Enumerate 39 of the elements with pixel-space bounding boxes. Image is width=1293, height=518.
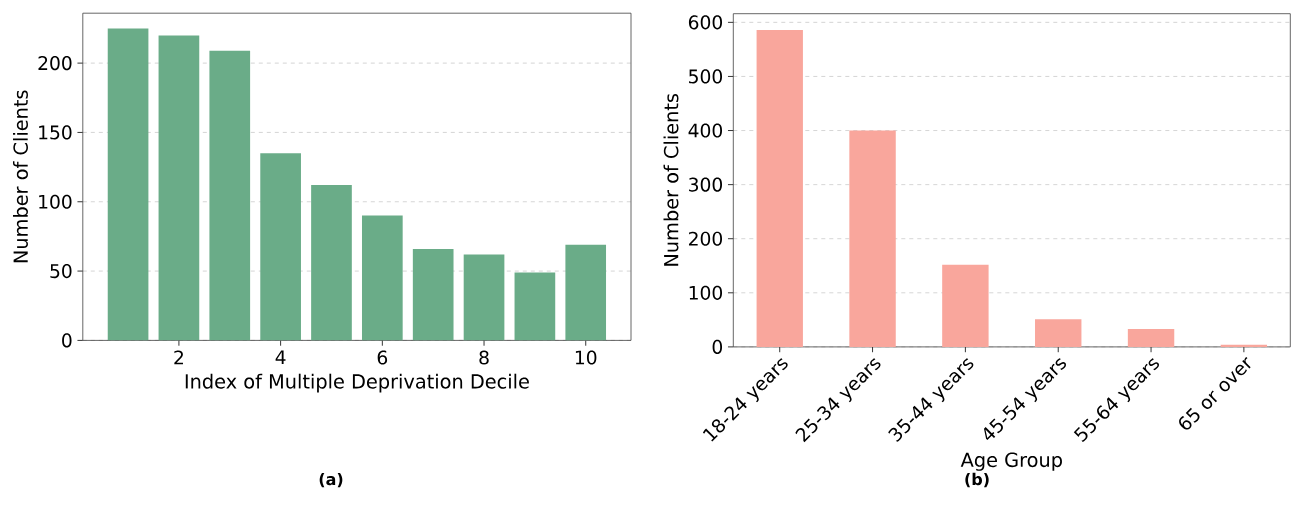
- y-tick-label: 400: [688, 123, 723, 138]
- text: (b): [965, 472, 989, 488]
- y-tick-label: 200: [38, 56, 72, 71]
- x-tick-label: 6: [377, 350, 388, 365]
- bar: [1220, 344, 1268, 347]
- bar: [942, 264, 989, 347]
- y-tick-label: 100: [689, 285, 723, 300]
- bar: [209, 50, 251, 341]
- text: (a): [319, 472, 343, 488]
- y-tick-label: 50: [50, 264, 72, 279]
- x-tick-label: 2: [174, 350, 183, 365]
- bar: [756, 29, 803, 347]
- x-axis-title: Index of Multiple Deprivation Decile: [185, 373, 529, 393]
- bar: [1127, 329, 1175, 347]
- y-tick-label: 200: [688, 231, 723, 246]
- bar: [1035, 319, 1082, 347]
- bar: [260, 153, 301, 341]
- y-tick-label: 0: [62, 333, 72, 348]
- bar: [311, 185, 352, 341]
- x-axis-title: Age Group: [960, 452, 1062, 471]
- bar: [463, 254, 505, 341]
- bar: [361, 215, 403, 341]
- y-tick-label: 0: [712, 339, 723, 354]
- bar: [514, 272, 556, 341]
- y-tick-label: 600: [688, 15, 723, 30]
- y-tick-label: 500: [689, 69, 723, 84]
- y-tick-label: 300: [689, 177, 723, 192]
- x-tick-label: 10: [575, 350, 597, 365]
- bar: [849, 130, 896, 347]
- bar: [565, 244, 607, 341]
- y-tick-label: 100: [39, 194, 72, 209]
- y-axis-title: Number of Clients: [13, 90, 28, 263]
- x-tick-label: 8: [479, 350, 489, 365]
- bar: [412, 248, 454, 341]
- y-tick-label: 150: [39, 125, 72, 140]
- bar: [158, 35, 200, 341]
- y-axis-title: Number of Clients: [663, 93, 679, 266]
- x-tick-label: 4: [275, 350, 286, 365]
- bar: [107, 28, 149, 341]
